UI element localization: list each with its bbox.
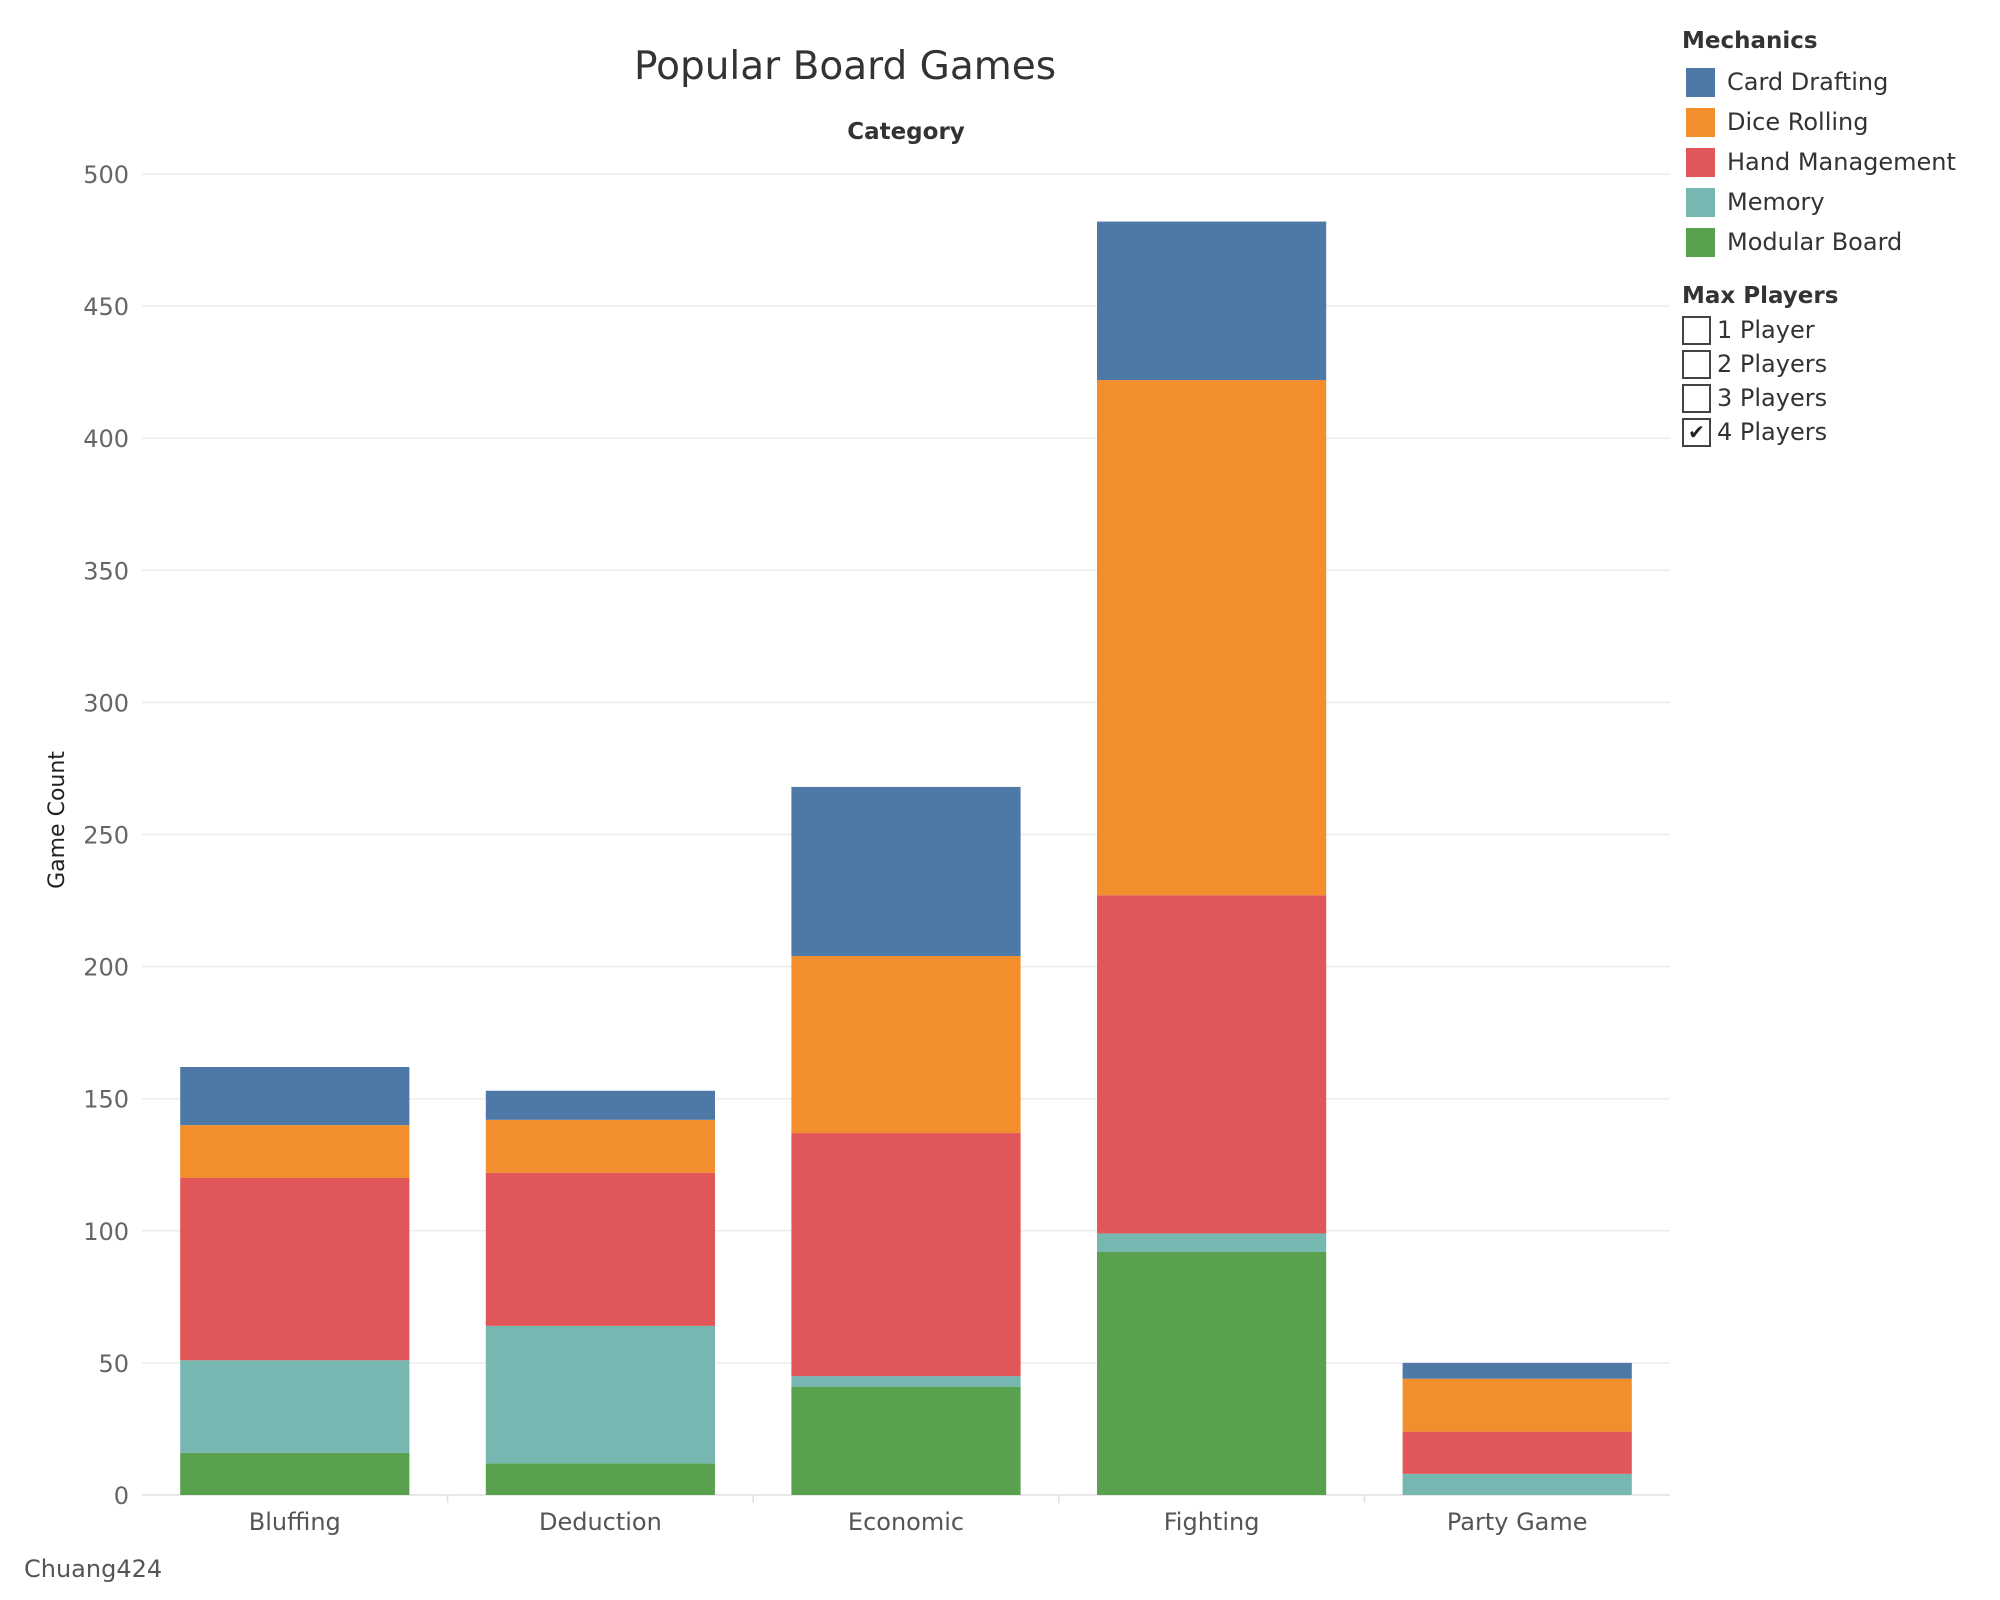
y-tick-label: 0 — [114, 1482, 129, 1510]
bar-segment-card-drafting[interactable] — [180, 1066, 410, 1126]
bar-segment-hand-management[interactable] — [485, 1172, 715, 1326]
bar-segment-hand-management[interactable] — [1097, 895, 1327, 1234]
legend-item-memory[interactable]: Memory — [1680, 182, 1990, 222]
legend-swatch — [1686, 227, 1715, 257]
checkbox-checked[interactable]: ✔ — [1682, 417, 1711, 447]
bar-segment-card-drafting[interactable] — [1402, 1362, 1632, 1379]
x-axis-categories: Bluffing Deduction Economic Fighting Party G… — [249, 1508, 1588, 1536]
legend-item-dice-rolling[interactable]: Dice Rolling — [1680, 102, 1990, 142]
legend-label: Modular Board — [1727, 228, 1903, 256]
bar-segment-dice-rolling[interactable] — [1097, 380, 1327, 896]
checkbox[interactable] — [1682, 383, 1711, 413]
legend-label: Hand Management — [1727, 148, 1956, 176]
bar-segment-modular-board[interactable] — [485, 1463, 715, 1495]
x-category-label: Economic — [848, 1508, 964, 1536]
bar-segment-card-drafting[interactable] — [1097, 221, 1327, 381]
y-axis-ticks: 0 50 100 150 200 250 300 350 400 450 500 — [83, 161, 129, 1510]
y-tick-label: 200 — [83, 954, 129, 982]
bar-segment-memory[interactable] — [791, 1376, 1021, 1387]
bar-segment-dice-rolling[interactable] — [180, 1125, 410, 1178]
bar-segment-card-drafting[interactable] — [485, 1090, 715, 1120]
x-category-label: Deduction — [539, 1508, 662, 1536]
y-tick-label: 150 — [83, 1086, 129, 1114]
bar-segment-memory[interactable] — [180, 1360, 410, 1453]
checkbox[interactable] — [1682, 315, 1711, 345]
legend-label: Dice Rolling — [1727, 108, 1869, 136]
y-tick-label: 400 — [83, 425, 129, 453]
legend-swatch — [1686, 147, 1715, 177]
color-legend: Mechanics Card Drafting Dice Rolling Han… — [1680, 28, 1990, 262]
column-header: Category — [847, 119, 965, 145]
chart-title: Popular Board Games — [634, 44, 1056, 89]
legend-label: Card Drafting — [1727, 68, 1889, 96]
filter-label: 3 Players — [1717, 384, 1828, 412]
y-axis-title: Game Count — [45, 751, 70, 889]
x-category-label: Fighting — [1164, 1508, 1260, 1536]
y-tick-label: 250 — [83, 822, 129, 850]
bar-segment-dice-rolling[interactable] — [1402, 1378, 1632, 1432]
filter-label: 1 Player — [1717, 316, 1815, 344]
bar-segment-hand-management[interactable] — [1402, 1431, 1632, 1474]
bar-segment-modular-board[interactable] — [180, 1452, 410, 1495]
bar-segment-dice-rolling[interactable] — [485, 1119, 715, 1173]
filter-item-4-players[interactable]: ✔ 4 Players — [1680, 415, 1990, 449]
legend-label: Memory — [1727, 188, 1825, 216]
bar-segment-memory[interactable] — [1097, 1233, 1327, 1252]
legend-item-hand-management[interactable]: Hand Management — [1680, 142, 1990, 182]
filter-label: 2 Players — [1717, 350, 1828, 378]
bar-segment-memory[interactable] — [485, 1325, 715, 1464]
legend-title: Mechanics — [1682, 28, 1818, 54]
bar-segment-memory[interactable] — [1402, 1473, 1632, 1495]
y-tick-label: 50 — [98, 1350, 129, 1378]
legend-item-card-drafting[interactable]: Card Drafting — [1680, 62, 1990, 102]
y-tick-label: 300 — [83, 689, 129, 717]
filter-item-3-players[interactable]: 3 Players — [1680, 381, 1990, 415]
max-players-filter: Max Players 1 Player 2 Players 3 Players… — [1680, 283, 1990, 449]
filter-label: 4 Players — [1717, 418, 1828, 446]
legend-swatch — [1686, 107, 1715, 137]
x-category-label: Party Game — [1447, 1508, 1588, 1536]
bar-segment-card-drafting[interactable] — [791, 786, 1021, 957]
author-credit: Chuang424 — [24, 1555, 163, 1583]
bar-segment-hand-management[interactable] — [180, 1177, 410, 1361]
y-tick-label: 500 — [83, 161, 129, 189]
legend-swatch — [1686, 187, 1715, 217]
x-category-label: Bluffing — [249, 1508, 341, 1536]
bar-segment-hand-management[interactable] — [791, 1133, 1021, 1377]
filter-item-1-player[interactable]: 1 Player — [1680, 313, 1990, 347]
legend-swatch — [1686, 67, 1715, 97]
checkbox[interactable] — [1682, 349, 1711, 379]
y-tick-label: 350 — [83, 557, 129, 585]
filter-title: Max Players — [1682, 283, 1839, 309]
bar-segment-dice-rolling[interactable] — [791, 956, 1021, 1134]
filter-item-2-players[interactable]: 2 Players — [1680, 347, 1990, 381]
y-tick-label: 100 — [83, 1218, 129, 1246]
y-tick-label: 450 — [83, 293, 129, 321]
bar-segment-modular-board[interactable] — [791, 1386, 1021, 1495]
bar-segment-modular-board[interactable] — [1097, 1251, 1327, 1495]
legend-item-modular-board[interactable]: Modular Board — [1680, 222, 1990, 262]
bars — [180, 221, 1632, 1495]
